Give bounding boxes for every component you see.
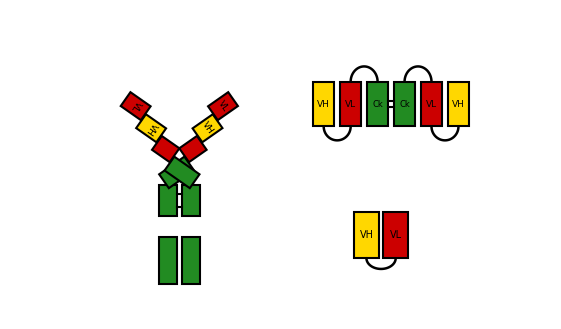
Text: VH: VH <box>452 100 465 109</box>
Bar <box>159 157 194 188</box>
Bar <box>152 136 180 162</box>
Bar <box>182 237 200 284</box>
Text: VH: VH <box>200 120 215 136</box>
Bar <box>136 114 166 142</box>
Text: VL: VL <box>390 230 402 240</box>
Text: VH: VH <box>144 120 159 136</box>
Text: VL: VL <box>216 99 230 113</box>
Text: VH: VH <box>360 230 374 240</box>
Text: VL: VL <box>129 99 142 113</box>
Bar <box>313 82 334 126</box>
Bar <box>383 212 408 258</box>
Bar <box>340 82 361 126</box>
Text: VL: VL <box>345 100 356 109</box>
Bar <box>354 212 379 258</box>
Text: Ck: Ck <box>399 100 410 109</box>
Bar <box>208 92 238 120</box>
Bar <box>421 82 442 126</box>
Bar <box>192 114 223 142</box>
Bar <box>180 136 206 162</box>
Bar <box>159 237 177 284</box>
Bar <box>182 185 200 216</box>
Bar <box>164 157 200 188</box>
Bar <box>367 82 388 126</box>
Text: Ck: Ck <box>373 100 383 109</box>
Bar <box>159 185 177 216</box>
Text: VH: VH <box>318 100 330 109</box>
Text: VL: VL <box>426 100 437 109</box>
Bar <box>121 92 150 120</box>
Bar <box>394 82 415 126</box>
Bar <box>448 82 469 126</box>
